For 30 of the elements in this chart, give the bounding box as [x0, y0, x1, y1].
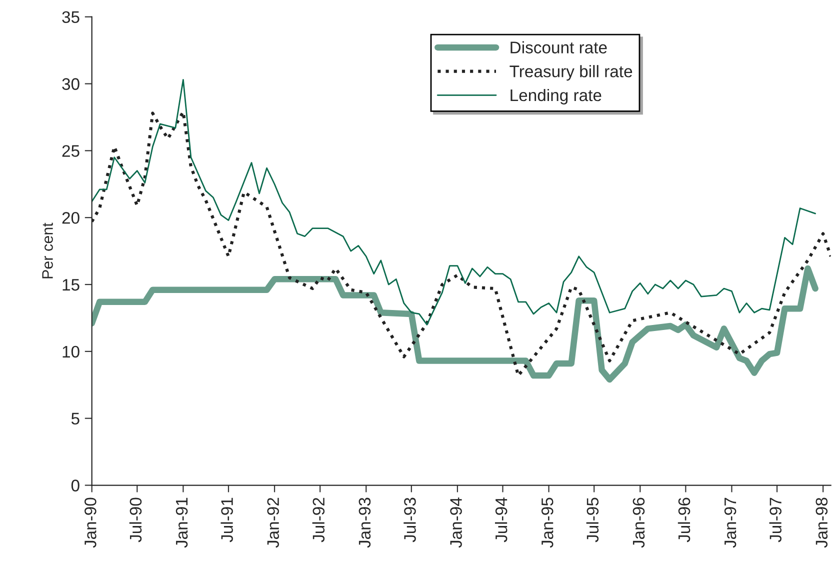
x-tick-label: Jul-90	[129, 498, 142, 542]
x-tick-label: Jan-94	[450, 498, 462, 548]
x-tick-label: Jan-90	[84, 498, 96, 548]
x-tick-label: Jan-91	[176, 498, 188, 548]
x-tick-label: Jul-92	[312, 498, 325, 542]
y-tick-label: 25	[62, 145, 80, 157]
y-tick-label: 15	[62, 279, 80, 291]
x-tick-label: Jul-93	[404, 498, 416, 542]
legend-label: Discount rate	[510, 41, 607, 54]
legend-label: Lending rate	[510, 88, 602, 104]
x-tick-label: Jul-94	[494, 498, 508, 542]
x-tick-label: Jan-97	[724, 498, 736, 548]
y-tick-label: 5	[71, 412, 80, 425]
y-tick-label: 30	[62, 78, 80, 90]
x-tick-label: Jan-93	[358, 498, 371, 548]
x-tick-label: Jul-91	[220, 498, 233, 542]
y-tick-label: 10	[62, 346, 80, 358]
line-series	[92, 79, 816, 326]
x-tick-label: Jan-98	[816, 498, 828, 548]
x-tick-label: Jan-95	[541, 498, 554, 548]
y-axis-title: Per cent	[42, 222, 53, 278]
x-tick-label: Jul-96	[678, 498, 690, 542]
x-tick-label: Jul-97	[769, 498, 782, 542]
x-tick-label: Jan-92	[267, 498, 280, 548]
x-tick-label: Jul-95	[586, 498, 599, 542]
y-tick-label: 35	[62, 11, 80, 24]
x-tick-label: Jan-96	[632, 498, 645, 548]
y-tick-label: 20	[62, 212, 80, 224]
legend-label: Treasury bill rate	[510, 65, 632, 81]
y-tick-label: 0	[71, 480, 80, 492]
